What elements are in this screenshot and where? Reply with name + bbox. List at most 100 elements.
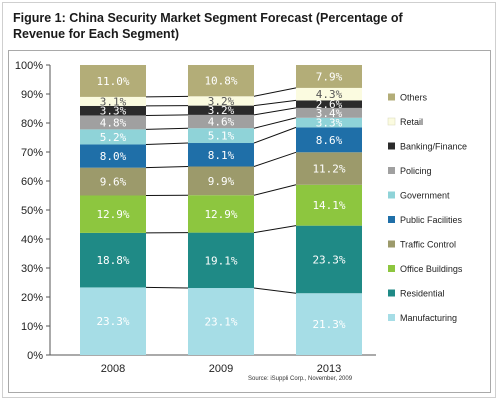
- bar-segment: [296, 152, 362, 185]
- bar-data-label: 12.9%: [96, 208, 129, 221]
- bar-data-label: 3.1%: [100, 95, 127, 108]
- bar-data-label: 2.6%: [316, 98, 343, 111]
- bar-segment: [188, 288, 254, 355]
- bar-data-label: 18.8%: [96, 254, 129, 267]
- bar-segment: [296, 87, 362, 101]
- series-connector-line: [145, 114, 189, 116]
- series-connector-line: [145, 166, 189, 169]
- bar-segment: [296, 65, 362, 88]
- bar-segment: [188, 128, 254, 144]
- chart-container: 0% 10% 20% 30% 40% 50% 60% 70% 80% 90% 100% 23.3% 18…: [8, 50, 491, 393]
- bar-segment: [296, 184, 362, 226]
- source-note: Source: iSuppli Corp., November, 2009: [248, 376, 353, 382]
- bar-segment: [188, 96, 254, 106]
- bar-segment: [296, 293, 362, 355]
- y-tick-label: 30%: [21, 263, 43, 275]
- legend-label: Office Buildings: [400, 264, 463, 274]
- series-connector-line: [145, 127, 189, 130]
- legend-label: Public Facilities: [400, 215, 463, 225]
- bar-segment: [80, 287, 146, 355]
- bar-data-label: 3.3%: [100, 105, 127, 118]
- y-tick-label: 40%: [21, 234, 43, 246]
- bar-segment: [188, 232, 254, 289]
- bar-data-label: 4.3%: [316, 88, 343, 101]
- y-tick-label: 20%: [21, 292, 43, 304]
- y-tick-label: 90%: [21, 89, 43, 101]
- bar-segment: [296, 100, 362, 108]
- bar-data-label: 19.1%: [204, 254, 237, 267]
- stacked-bar-chart: 0% 10% 20% 30% 40% 50% 60% 70% 80% 90% 100% 23.3% 18…: [15, 60, 467, 375]
- bar-data-label: 9.9%: [208, 175, 235, 188]
- y-tick-label: 70%: [21, 147, 43, 159]
- bar-data-label: 12.9%: [204, 208, 237, 221]
- chart-title: Figure 1: China Security Market Segment …: [13, 11, 403, 41]
- legend-label: Traffic Control: [400, 240, 456, 250]
- legend-label: Policing: [400, 166, 432, 176]
- bar-segment: [80, 129, 146, 145]
- bar-segment: [80, 144, 146, 168]
- legend-swatch: [388, 216, 395, 223]
- x-tick-label: 2008: [101, 363, 125, 375]
- series-connector-line: [253, 87, 297, 97]
- legend-swatch: [388, 191, 395, 199]
- legend-swatch: [388, 240, 395, 248]
- bar-segment: [296, 225, 362, 294]
- x-tick-label: 2009: [209, 363, 233, 375]
- bar-data-label: 4.6%: [208, 116, 235, 129]
- bar-data-label: 8.1%: [208, 149, 235, 162]
- series-connector-line: [253, 225, 297, 234]
- y-tick-label: 10%: [21, 321, 43, 333]
- bar-data-label: 3.3%: [316, 117, 343, 130]
- bar-segment: [296, 117, 362, 128]
- series-connector-line: [253, 126, 297, 144]
- y-tick-label: 80%: [21, 118, 43, 130]
- bar-segment: [296, 127, 362, 153]
- series-connector-line: [253, 151, 297, 167]
- legend-label: Retail: [400, 117, 423, 127]
- legend-label: Others: [400, 93, 428, 103]
- bar-data-label: 23.3%: [96, 315, 129, 328]
- bar-data-label: 8.0%: [100, 150, 127, 163]
- bar-segment: [80, 115, 146, 130]
- bar-data-label: 11.2%: [312, 163, 345, 176]
- bar-segment: [188, 166, 254, 196]
- series-connector-line: [145, 286, 189, 289]
- legend-swatch: [388, 289, 395, 297]
- bar-segment: [188, 105, 254, 115]
- bar-segment: [80, 65, 146, 97]
- series-connector-line: [253, 99, 297, 107]
- bar-segment: [188, 143, 254, 167]
- legend-label: Manufacturing: [400, 313, 457, 323]
- series-connector-line: [145, 142, 189, 145]
- bar-data-label: 3.2%: [208, 104, 235, 117]
- series-connector-line: [253, 107, 297, 116]
- y-tick-label: 0%: [27, 350, 43, 362]
- bar-segment: [188, 114, 254, 129]
- legend-label: Banking/Finance: [400, 142, 467, 152]
- bar-segment: [80, 195, 146, 233]
- legend-label: Residential: [400, 289, 445, 299]
- bar-data-label: 10.8%: [204, 75, 237, 88]
- series-connector-line: [145, 95, 189, 98]
- legend-label: Government: [400, 191, 450, 201]
- legend-swatch: [388, 265, 395, 272]
- bar-data-label: 23.3%: [312, 253, 345, 266]
- series-connector-line: [253, 287, 297, 294]
- y-tick-label: 60%: [21, 176, 43, 188]
- bar-data-label: 4.8%: [100, 116, 127, 129]
- legend-swatch: [387, 117, 396, 126]
- bar-data-label: 3.2%: [208, 95, 235, 108]
- series-connector-line: [253, 117, 297, 129]
- bar-segment: [296, 107, 362, 118]
- legend-swatch: [388, 142, 395, 150]
- bar-data-label: 5.1%: [208, 130, 235, 143]
- bar-segment: [80, 105, 146, 116]
- y-tick-label: 100%: [15, 60, 43, 72]
- bar-data-label: 8.6%: [316, 134, 343, 147]
- bar-data-label: 14.1%: [312, 199, 345, 212]
- bar-data-label: 21.3%: [312, 318, 345, 331]
- bar-segment: [188, 65, 254, 97]
- series-connector-line: [253, 184, 297, 196]
- bar-data-label: 5.2%: [100, 131, 127, 144]
- y-tick-label: 50%: [21, 205, 43, 217]
